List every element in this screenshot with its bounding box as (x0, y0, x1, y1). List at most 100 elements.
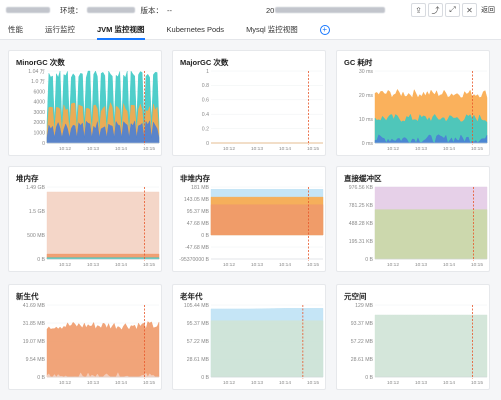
x-tick-label: 10:12 (223, 146, 235, 152)
start-time-redacted (275, 7, 386, 13)
export-icon[interactable]: ⇪ (411, 3, 426, 17)
y-tick-label: 1.5 GB (29, 209, 46, 215)
y-tick-label: 181 MB (191, 185, 209, 191)
x-tick-label: 10:12 (59, 262, 71, 268)
y-tick-label: 31.85 MB (23, 321, 46, 327)
y-tick-label: 57.22 MB (351, 339, 374, 345)
chart-direct-buffer[interactable]: 976.56 KB 781.25 KB 488.28 KB 195.31 KB 0 B 1… (337, 167, 491, 273)
chart-major-gc[interactable]: 1 0.8 0.6 0.4 0.2 0 10:12 10:13 10:14 10:15 (173, 51, 327, 157)
y-tick-label: 41.69 MB (23, 303, 46, 309)
x-tick-label: 10:15 (307, 380, 319, 386)
x-tick-label: 10:14 (279, 380, 291, 386)
y-tick-label: -95370000 B (179, 257, 209, 263)
y-tick-label: 0 B (201, 375, 209, 381)
y-tick-label: 0 (42, 141, 45, 147)
x-tick-label: 10:12 (387, 380, 399, 386)
add-tab-icon[interactable]: + (319, 24, 330, 35)
y-tick-label: 0.6 (202, 98, 209, 104)
fullscreen-icon[interactable]: ⤢ (445, 3, 460, 17)
panel-non-heap: 非堆内存 181 MB 143.05 MB 95.37 MB 47.68 MB 0 B -… (172, 166, 326, 272)
y-tick-label: 9.54 MB (26, 357, 46, 363)
series-area (46, 120, 160, 144)
panel-minor-gc: MinorGC 次数 1.04 万 1.0 万 6000 4000 3000 2000 10… (8, 50, 162, 156)
chart-title: 老年代 (180, 292, 203, 301)
series-area (46, 191, 160, 260)
y-tick-label: 93.37 MB (351, 321, 374, 327)
panel-major-gc: MajorGC 次数 1 0.8 0.6 0.4 0.2 0 10:12 10:13 10:14… (172, 50, 326, 156)
y-tick-label: 28.61 MB (351, 357, 374, 363)
y-tick-label: 0 B (365, 375, 373, 381)
y-tick-label: 3000 (33, 110, 45, 116)
x-tick-label: 10:13 (251, 146, 263, 152)
env-value-redacted (86, 7, 135, 13)
x-tick-label: 10:14 (443, 146, 455, 152)
panel-metaspace: 元空间 129 MB 93.37 MB 57.22 MB 28.61 MB 0 B 10:… (336, 284, 490, 390)
y-tick-label: 0.4 (202, 112, 209, 118)
version-value: -- (167, 5, 172, 15)
y-tick-label: 976.56 KB (349, 185, 374, 191)
y-tick-label: 0 ms (362, 141, 374, 147)
x-tick-label: 10:12 (387, 146, 399, 152)
y-tick-label: 143.05 MB (184, 197, 210, 203)
y-tick-label: 10 ms (359, 117, 374, 123)
tab-mysql-monitor[interactable]: Mysql 监控视图 (246, 24, 298, 34)
chart-gc-time[interactable]: 30 ms 20 ms 10 ms 0 ms 10:12 10:13 10:14 10:15 (337, 51, 491, 157)
panel-heap: 堆内存 1.49 GB 1.5 GB 500 MB 0 B 10:12 10:13 10:1… (8, 166, 162, 272)
series-area (374, 134, 488, 144)
panel-gc-time: GC 耗时 30 ms 20 ms 10 ms 0 ms 10:12 10:13 10:14… (336, 50, 490, 156)
y-tick-label: 20 ms (359, 93, 374, 99)
y-tick-label: 129 MB (355, 303, 373, 309)
chart-young-gen[interactable]: 41.69 MB 31.85 MB 19.07 MB 9.54 MB 0 B 10:12 1… (9, 285, 163, 391)
chart-minor-gc[interactable]: 1.04 万 1.0 万 6000 4000 3000 2000 1000 0 10:12 10:… (9, 51, 163, 157)
header-actions: ⇪ ⤴ ⤢ ✕ 返回 (411, 3, 495, 17)
tab-performance[interactable]: 性能 (8, 24, 23, 34)
chart-title: GC 耗时 (344, 58, 373, 67)
tab-runtime-monitor[interactable]: 运行监控 (45, 24, 75, 34)
y-tick-label: 0 (206, 141, 209, 147)
y-tick-label: 28.61 MB (187, 357, 210, 363)
y-tick-label: 95.37 MB (187, 321, 210, 327)
series-area (374, 314, 488, 378)
chart-heap[interactable]: 1.49 GB 1.5 GB 500 MB 0 B 10:12 10:13 10:14 10:… (9, 167, 163, 273)
chart-metaspace[interactable]: 129 MB 93.37 MB 57.22 MB 28.61 MB 0 B 10:12 10… (337, 285, 491, 391)
panel-direct-buffer: 直接缓冲区 976.56 KB 781.25 KB 488.28 KB 195.31 … (336, 166, 490, 272)
app-header: 环境： 版本： -- 20 ⇪ ⤴ ⤢ ✕ 返回 (0, 0, 501, 20)
chart-old-gen[interactable]: 105.44 MB 95.37 MB 57.22 MB 28.61 MB 0 B 10:1… (173, 285, 327, 391)
y-tick-label: 488.28 KB (349, 221, 374, 227)
y-tick-label: 1.04 万 (28, 68, 45, 75)
x-tick-label: 10:14 (279, 146, 291, 152)
series-area (46, 257, 160, 260)
y-tick-label: 1.49 GB (26, 185, 46, 191)
x-tick-label: 10:14 (115, 262, 127, 268)
chart-title: 堆内存 (16, 174, 39, 183)
x-tick-label: 10:14 (443, 380, 455, 386)
y-tick-label: 0.2 (202, 126, 209, 132)
series-area (46, 321, 160, 378)
y-tick-label: 2000 (33, 120, 45, 126)
y-tick-label: 19.07 MB (23, 339, 46, 345)
series-area (374, 113, 488, 144)
series-area (210, 320, 324, 378)
share-icon[interactable]: ⤴ (428, 3, 443, 17)
back-button[interactable]: 返回 (481, 7, 495, 14)
x-tick-label: 10:13 (87, 380, 99, 386)
tab-jvm-monitor[interactable]: JVM 监控视图 (97, 20, 145, 40)
close-icon[interactable]: ✕ (462, 3, 477, 17)
y-tick-label: 0 B (37, 257, 45, 263)
y-tick-label: 57.22 MB (187, 339, 210, 345)
tab-kubernetes-pods[interactable]: Kubernetes Pods (166, 24, 225, 34)
y-tick-label: 500 MB (27, 233, 45, 239)
y-tick-label: 0 B (201, 233, 209, 239)
y-tick-label: 105.44 MB (184, 303, 210, 309)
start-time: 20 (266, 5, 275, 15)
y-tick-label: 195.31 KB (349, 239, 374, 245)
chart-title: 新生代 (16, 292, 39, 301)
chart-non-heap[interactable]: 181 MB 143.05 MB 95.37 MB 47.68 MB 0 B -47.68… (173, 167, 327, 273)
x-tick-label: 10:15 (471, 146, 483, 152)
x-tick-label: 10:13 (251, 380, 263, 386)
y-tick-label: 0.8 (202, 83, 209, 89)
x-tick-label: 10:14 (443, 262, 455, 268)
series-area (374, 209, 488, 260)
x-tick-label: 10:13 (415, 262, 427, 268)
x-tick-label: 10:14 (115, 380, 127, 386)
